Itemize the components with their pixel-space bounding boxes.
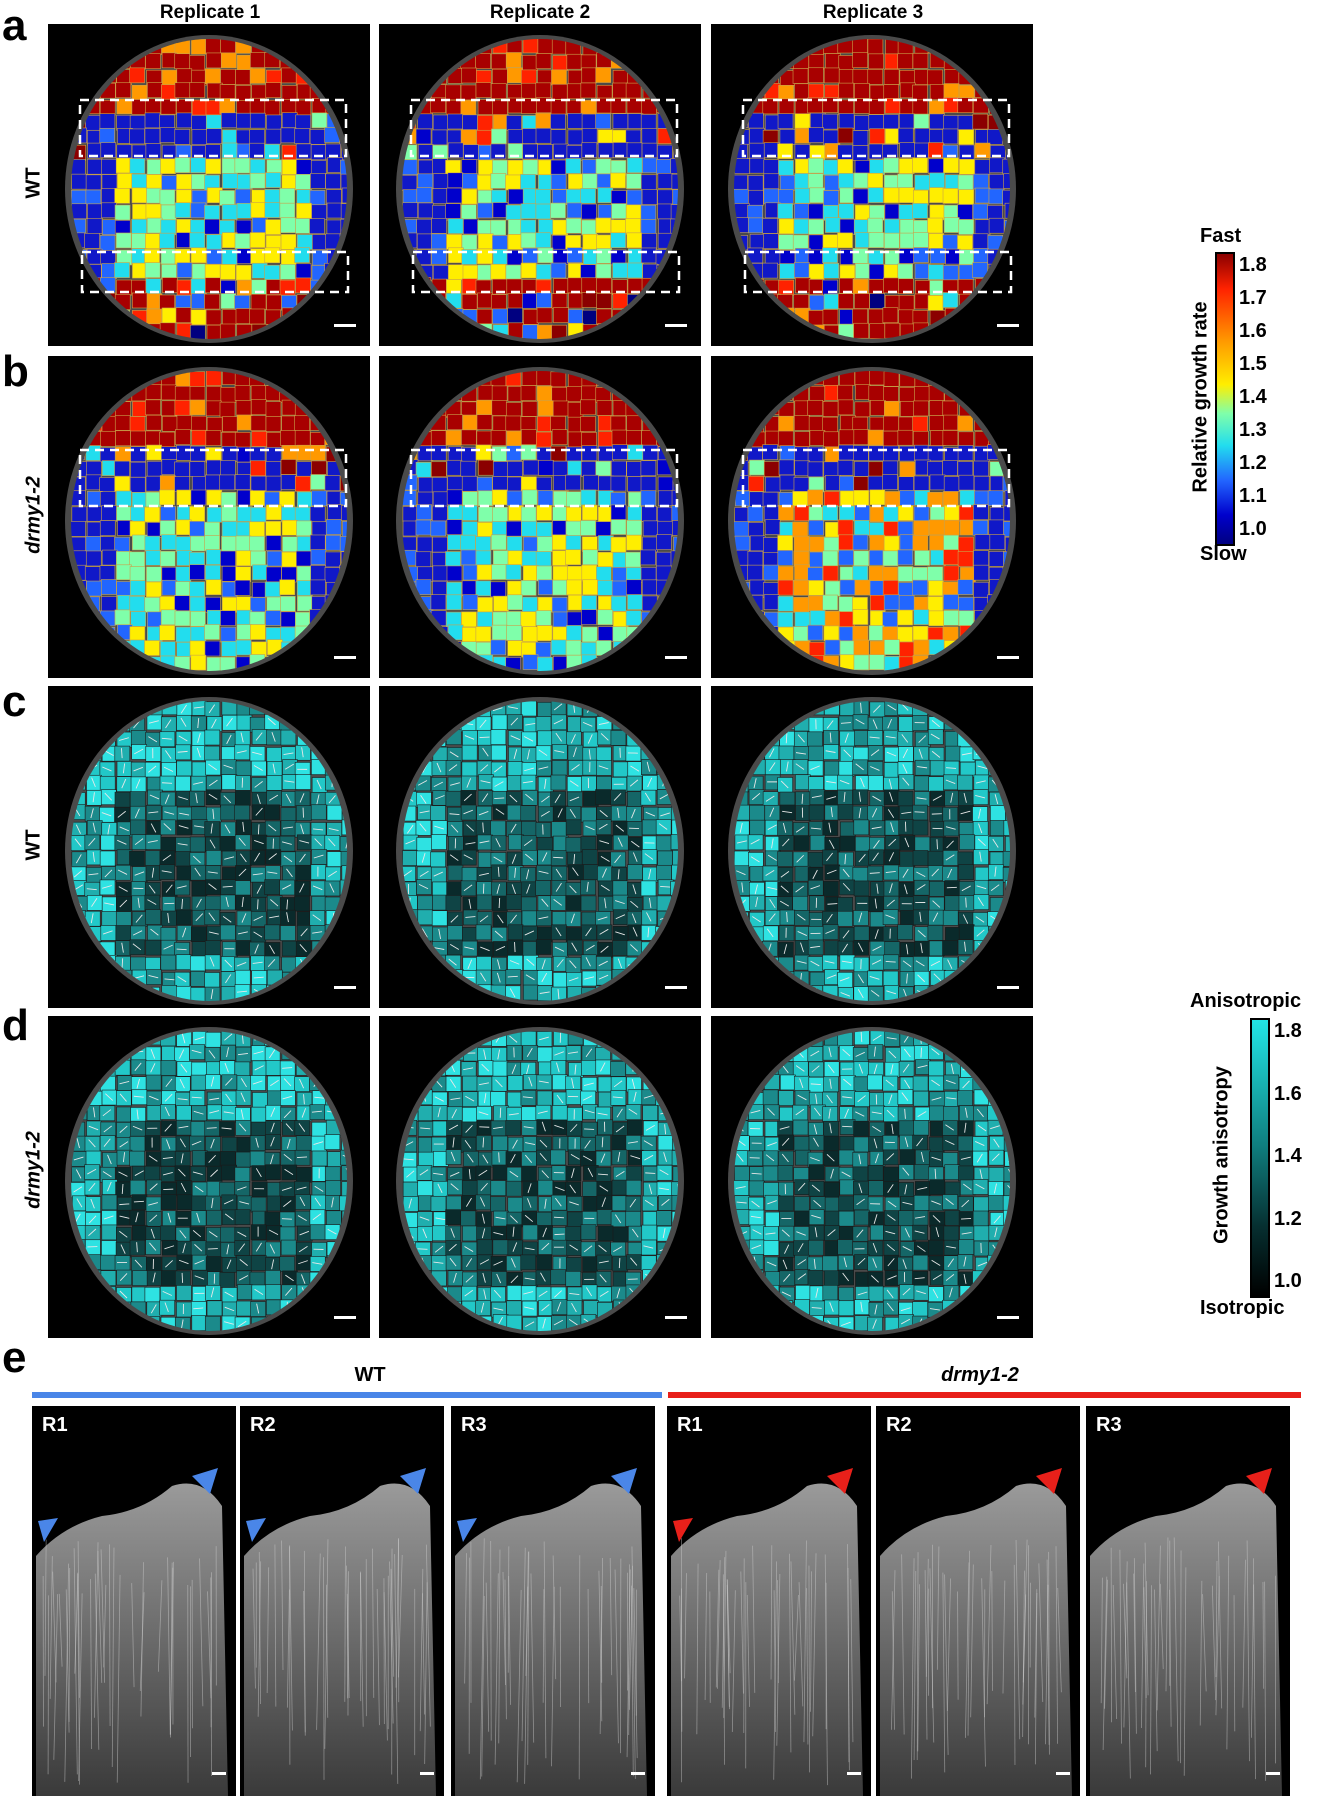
- growth-bar-bottom-label: Slow: [1200, 543, 1247, 565]
- replicate-label: R3: [1096, 1414, 1122, 1436]
- scale-bar: [665, 656, 687, 659]
- replicate-label: R1: [677, 1414, 703, 1436]
- anisotropy-map-replicate-2: [379, 686, 701, 1008]
- row-label-c: WT: [22, 829, 45, 861]
- scale-bar: [334, 324, 356, 327]
- scale-bar: [665, 1316, 687, 1319]
- scale-bar: [847, 1772, 861, 1775]
- strip-bar-mutant: [668, 1392, 1301, 1398]
- panel-letter-e: e: [2, 1333, 27, 1382]
- growth-rate-map-replicate-2: [379, 24, 701, 346]
- anisotropy-map-replicate-2: [379, 1016, 701, 1338]
- replicate-label: R2: [250, 1414, 276, 1436]
- growth-rate-map-replicate-1: [48, 356, 370, 678]
- column-header-replicate-2: Replicate 2: [489, 2, 591, 23]
- scale-bar: [1266, 1772, 1280, 1775]
- colorbar-tick-label: 1.2: [1239, 452, 1267, 474]
- colorbar-tick-label: 1.5: [1239, 353, 1267, 375]
- scale-bar: [420, 1772, 434, 1775]
- colorbar-tick-label: 1.8: [1239, 254, 1267, 276]
- replicate-label: R3: [461, 1414, 487, 1436]
- scale-bar: [1056, 1772, 1070, 1775]
- scale-bar: [334, 1316, 356, 1319]
- scale-bar: [631, 1772, 645, 1775]
- colorbar-tick-label: 1.8: [1274, 1020, 1302, 1042]
- strip-title-wt: WT: [354, 1364, 386, 1386]
- strip-bar-wt: [32, 1392, 662, 1398]
- anisotropy-colorbar: [1250, 1018, 1270, 1298]
- colorbar-tick-label: 1.6: [1274, 1082, 1302, 1105]
- anisotropy-map-replicate-1: [48, 1016, 370, 1338]
- replicate-label: R1: [42, 1414, 68, 1436]
- panel-letter-c: c: [2, 677, 27, 726]
- strip-title-mutant: drmy1-2: [941, 1364, 1019, 1386]
- growth-rate-map-replicate-2: [379, 356, 701, 678]
- growth-bar-title: Relative growth rate: [1189, 301, 1212, 493]
- colorbar-tick-label: 1.3: [1239, 419, 1267, 441]
- growth-bar-top-label: Fast: [1200, 225, 1242, 247]
- anisotropy-map-replicate-1: [48, 686, 370, 1008]
- colorbar-tick-label: 1.6: [1239, 320, 1267, 342]
- side-view-tile-wt-r2: R2: [240, 1406, 444, 1796]
- scale-bar: [665, 324, 687, 327]
- scale-bar: [997, 986, 1019, 989]
- colorbar-tick-label: 1.0: [1274, 1270, 1302, 1292]
- scale-bar: [334, 986, 356, 989]
- anisotropy-map-replicate-3: [711, 1016, 1033, 1338]
- anisotropy-map-replicate-3: [711, 686, 1033, 1008]
- growth-rate-map-replicate-3: [711, 356, 1033, 678]
- growth-rate-colorbar: [1215, 252, 1235, 546]
- colorbar-tick-label: 1.4: [1239, 386, 1267, 408]
- colorbar-tick-label: 1.1: [1239, 485, 1267, 507]
- panel-letter-d: d: [2, 1001, 29, 1050]
- colorbar-tick-label: 1.2: [1274, 1207, 1302, 1230]
- scale-bar: [997, 324, 1019, 327]
- scale-bar: [212, 1772, 226, 1775]
- panel-letter-a: a: [2, 1, 27, 50]
- colorbar-tick-label: 1.4: [1274, 1145, 1302, 1167]
- row-label-a: WT: [22, 167, 45, 199]
- scale-bar: [665, 986, 687, 989]
- side-view-tile-mutant-r3: R3: [1086, 1406, 1290, 1796]
- anisotropy-bar-bottom-label: Isotropic: [1200, 1297, 1285, 1319]
- panel-letter-b: b: [2, 347, 29, 396]
- side-view-tile-wt-r3: R3: [451, 1406, 655, 1796]
- scale-bar: [997, 656, 1019, 659]
- anisotropy-bar-title: Growth anisotropy: [1210, 1066, 1233, 1244]
- side-view-tile-wt-r1: R1: [32, 1406, 236, 1796]
- colorbar-tick-label: 1.0: [1239, 518, 1267, 540]
- growth-rate-map-replicate-1: [48, 24, 370, 346]
- replicate-label: R2: [886, 1414, 912, 1436]
- column-header-replicate-3: Replicate 3: [822, 2, 924, 23]
- scale-bar: [334, 656, 356, 659]
- side-view-tile-mutant-r2: R2: [876, 1406, 1080, 1796]
- row-label-d: drmy1-2: [22, 1131, 45, 1209]
- growth-rate-map-replicate-3: [711, 24, 1033, 346]
- scale-bar: [997, 1316, 1019, 1319]
- column-header-replicate-1: Replicate 1: [159, 2, 261, 23]
- anisotropy-bar-top-label: Anisotropic: [1190, 990, 1302, 1012]
- row-label-b: drmy1-2: [22, 476, 45, 554]
- side-view-tile-mutant-r1: R1: [667, 1406, 871, 1796]
- colorbar-tick-label: 1.7: [1239, 287, 1267, 309]
